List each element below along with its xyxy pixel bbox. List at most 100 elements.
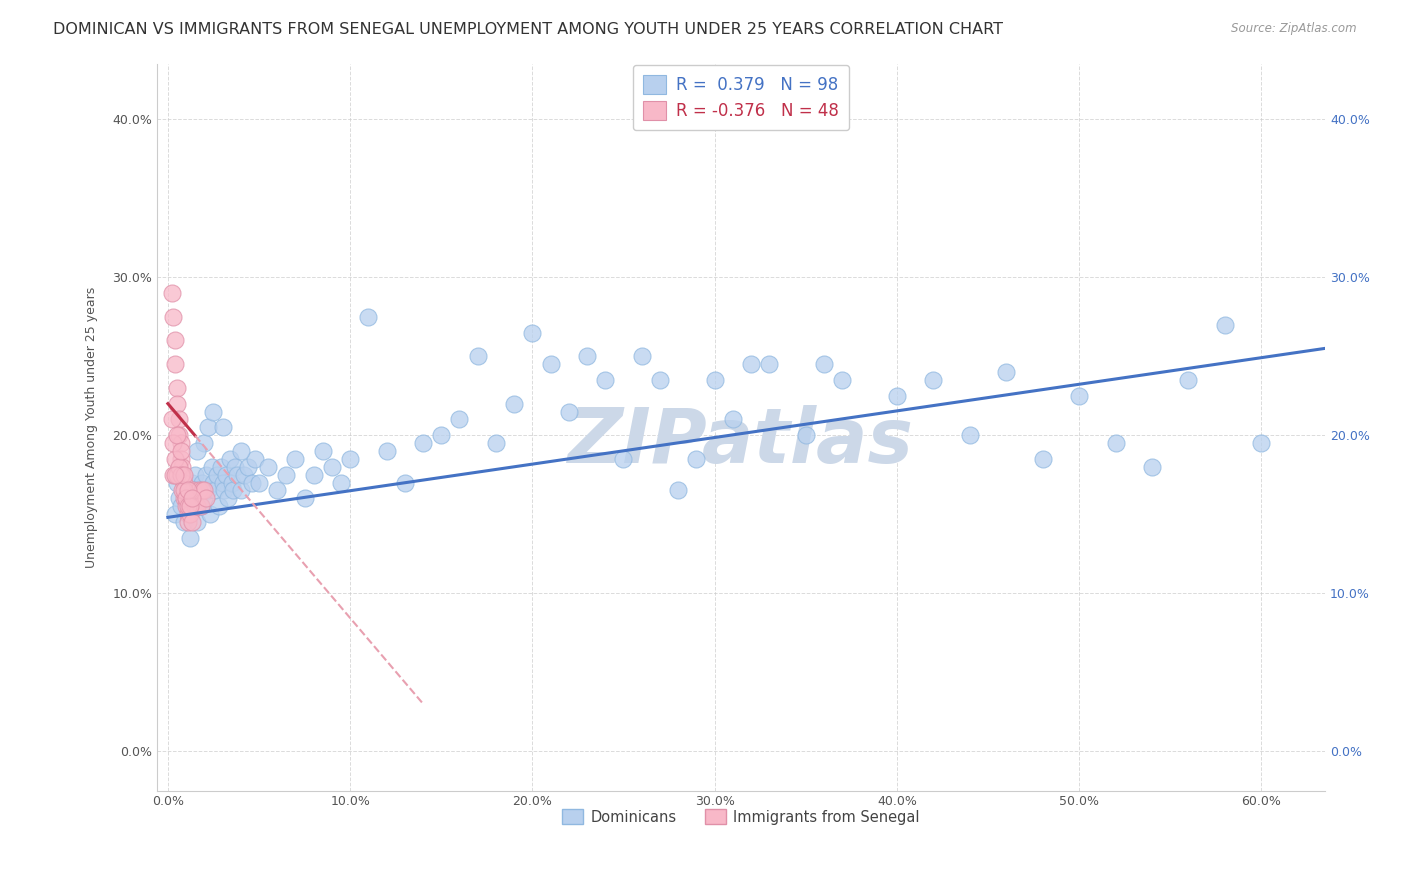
Point — [813, 357, 835, 371]
Point — [226, 467, 249, 482]
Point — [191, 475, 214, 490]
Point — [174, 491, 197, 506]
Point — [612, 451, 634, 466]
Point — [165, 451, 187, 466]
Legend: Dominicans, Immigrants from Senegal: Dominicans, Immigrants from Senegal — [557, 804, 925, 830]
Point — [184, 500, 207, 514]
Point — [266, 483, 288, 498]
Point — [666, 483, 689, 498]
Point — [200, 459, 222, 474]
Point — [174, 491, 197, 506]
Point — [576, 349, 599, 363]
Point — [169, 500, 191, 514]
Point — [190, 500, 212, 514]
Point — [229, 444, 252, 458]
Point — [357, 310, 380, 324]
Point — [321, 459, 343, 474]
Point — [165, 357, 187, 371]
Point — [229, 483, 252, 498]
Point — [177, 483, 200, 498]
Point — [467, 349, 489, 363]
Point — [240, 475, 263, 490]
Point — [214, 483, 236, 498]
Point — [630, 349, 652, 363]
Point — [211, 420, 233, 434]
Point — [1104, 436, 1126, 450]
Point — [758, 357, 780, 371]
Point — [197, 420, 219, 434]
Point — [172, 467, 194, 482]
Point — [375, 444, 398, 458]
Point — [169, 444, 191, 458]
Point — [166, 428, 188, 442]
Point — [211, 475, 233, 490]
Point — [922, 373, 945, 387]
Y-axis label: Unemployment Among Youth under 25 years: Unemployment Among Youth under 25 years — [86, 286, 98, 568]
Point — [179, 507, 201, 521]
Point — [302, 467, 325, 482]
Point — [172, 483, 194, 498]
Point — [217, 491, 239, 506]
Point — [205, 467, 228, 482]
Point — [503, 397, 526, 411]
Point — [179, 507, 201, 521]
Point — [187, 483, 209, 498]
Point — [167, 412, 190, 426]
Point — [1213, 318, 1236, 332]
Point — [204, 483, 226, 498]
Point — [183, 483, 205, 498]
Point — [179, 500, 201, 514]
Point — [198, 507, 221, 521]
Point — [173, 483, 195, 498]
Point — [174, 500, 197, 514]
Point — [195, 467, 218, 482]
Point — [173, 467, 195, 482]
Point — [339, 451, 361, 466]
Point — [184, 483, 207, 498]
Point — [330, 475, 353, 490]
Point — [173, 515, 195, 529]
Point — [245, 451, 267, 466]
Point — [186, 515, 208, 529]
Point — [183, 500, 205, 514]
Point — [886, 389, 908, 403]
Point — [160, 286, 183, 301]
Point — [169, 451, 191, 466]
Point — [430, 428, 453, 442]
Point — [218, 451, 240, 466]
Point — [179, 500, 201, 514]
Point — [186, 444, 208, 458]
Point — [224, 459, 246, 474]
Point — [166, 475, 188, 490]
Point — [215, 467, 238, 482]
Point — [394, 475, 416, 490]
Point — [180, 475, 202, 490]
Point — [186, 500, 208, 514]
Point — [177, 515, 200, 529]
Point — [180, 491, 202, 506]
Point — [173, 475, 195, 490]
Point — [165, 334, 187, 348]
Point — [197, 483, 219, 498]
Point — [485, 436, 508, 450]
Point — [174, 483, 197, 498]
Point — [160, 412, 183, 426]
Point — [162, 467, 184, 482]
Point — [648, 373, 671, 387]
Point — [169, 467, 191, 482]
Point — [593, 373, 616, 387]
Point — [703, 373, 725, 387]
Point — [180, 491, 202, 506]
Point — [284, 451, 307, 466]
Point — [165, 467, 187, 482]
Point — [294, 491, 316, 506]
Point — [449, 412, 471, 426]
Point — [257, 459, 280, 474]
Point — [540, 357, 562, 371]
Text: Source: ZipAtlas.com: Source: ZipAtlas.com — [1232, 22, 1357, 36]
Point — [193, 491, 215, 506]
Point — [276, 467, 298, 482]
Point — [221, 475, 243, 490]
Point — [193, 436, 215, 450]
Point — [166, 381, 188, 395]
